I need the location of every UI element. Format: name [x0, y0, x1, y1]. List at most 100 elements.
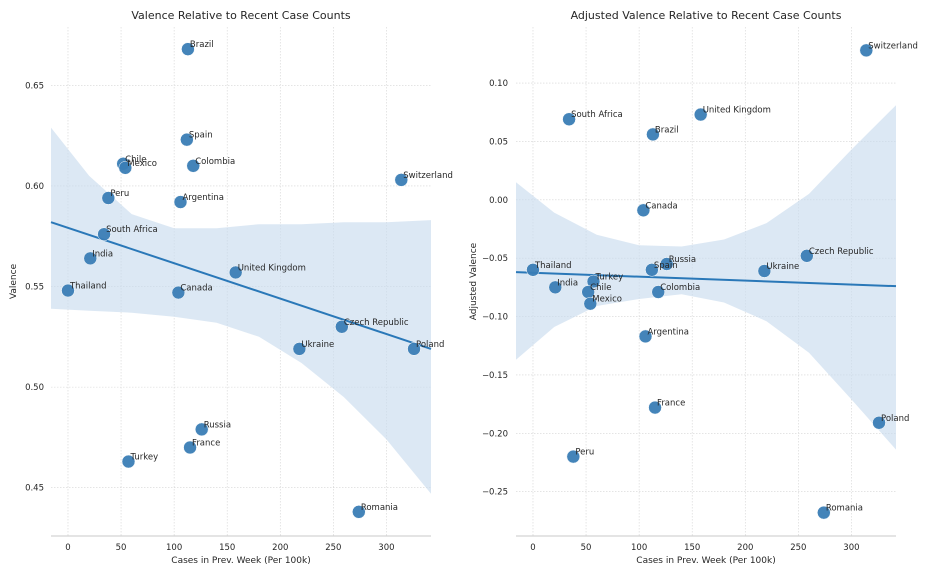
point-label: Czech Republic [809, 247, 874, 257]
data-point[interactable] [407, 342, 421, 356]
data-point[interactable] [186, 159, 200, 173]
data-point[interactable] [194, 422, 209, 437]
point-label: Czech Republic [344, 318, 409, 328]
data-point[interactable] [173, 195, 188, 209]
data-point[interactable] [757, 264, 772, 278]
point-label: Ukraine [766, 262, 799, 272]
point-label: France [192, 438, 220, 448]
y-tick-label: −0.25 [482, 488, 508, 498]
data-point[interactable] [228, 265, 243, 280]
y-tick-label: 0.65 [25, 81, 44, 91]
point-label: Colombia [660, 283, 700, 293]
x-tick-label: 300 [843, 543, 859, 553]
data-point[interactable] [817, 505, 831, 520]
point-label: Mexico [592, 295, 622, 305]
data-point[interactable] [583, 296, 598, 311]
point-label: Canada [645, 201, 677, 211]
data-point[interactable] [180, 132, 194, 147]
y-tick-label: 0.50 [25, 383, 44, 393]
data-point[interactable] [566, 449, 581, 464]
y-tick-label: 0.10 [489, 79, 508, 89]
data-point[interactable] [171, 285, 186, 300]
y-axis-label: Adjusted Valence [469, 242, 479, 320]
point-label: South Africa [106, 225, 158, 235]
data-point[interactable] [859, 43, 874, 58]
data-point[interactable] [872, 416, 886, 430]
regression-line [515, 271, 897, 288]
data-point[interactable] [97, 227, 111, 241]
x-tick-label: 150 [219, 543, 235, 553]
data-point[interactable] [800, 249, 814, 263]
x-axis-label: Cases in Prev. Week (Per 100k) [636, 556, 775, 566]
x-tick-label: 250 [325, 543, 341, 553]
y-tick-label: 0.55 [25, 283, 44, 293]
point-label: Switzerland [403, 171, 453, 181]
point-label: Turkey [594, 273, 623, 283]
data-point[interactable] [638, 329, 653, 344]
point-label: Russia [669, 255, 696, 265]
point-label: Turkey [129, 453, 158, 463]
point-label: Argentina [182, 193, 223, 203]
x-tick-label: 50 [116, 543, 127, 553]
x-tick-label: 150 [684, 543, 700, 553]
point-label: Thailand [534, 261, 572, 271]
data-point[interactable] [394, 173, 409, 187]
x-tick-label: 100 [631, 543, 647, 553]
point-label: Colombia [195, 157, 235, 167]
point-label: Spain [654, 261, 678, 271]
point-label: France [657, 399, 685, 409]
y-tick-label: −0.05 [482, 254, 508, 264]
y-tick-label: 0.45 [25, 484, 44, 494]
x-tick-label: 200 [272, 543, 288, 553]
data-point[interactable] [101, 191, 116, 205]
y-tick-label: 0.60 [25, 182, 44, 192]
x-tick-label: 300 [378, 543, 394, 553]
data-point[interactable] [526, 263, 540, 277]
point-label: Canada [180, 284, 212, 294]
x-tick-label: 200 [737, 543, 753, 553]
data-point[interactable] [183, 440, 197, 455]
x-tick-label: 50 [581, 543, 592, 553]
point-label: Poland [881, 414, 909, 424]
data-point[interactable] [645, 263, 659, 277]
point-label: Romania [826, 504, 863, 514]
data-point[interactable] [562, 112, 576, 126]
point-label: Ukraine [301, 340, 334, 350]
point-label: Chile [125, 155, 146, 165]
data-point[interactable] [548, 280, 563, 295]
confidence-band [51, 127, 431, 494]
regression-line [50, 221, 432, 350]
y-tick-label: −0.15 [482, 371, 508, 381]
data-point[interactable] [61, 283, 75, 298]
point-label: United Kingdom [238, 263, 306, 273]
point-label: Mexico [127, 159, 157, 169]
point-label: Russia [204, 420, 231, 430]
data-point[interactable] [118, 161, 133, 175]
point-label: Brazil [190, 40, 214, 50]
y-tick-label: −0.20 [482, 429, 508, 439]
point-label: Chile [590, 283, 611, 293]
data-point[interactable] [646, 127, 660, 142]
data-point[interactable] [651, 285, 665, 299]
data-point[interactable] [352, 505, 366, 519]
point-label: Spain [189, 131, 213, 141]
x-tick-label: 250 [790, 543, 806, 553]
data-point[interactable] [693, 107, 708, 122]
data-point[interactable] [83, 251, 98, 266]
data-point[interactable] [181, 42, 195, 56]
chart-adjusted-valence: Switzerland United Kingdom South Africa Bra… [469, 9, 918, 566]
data-point[interactable] [636, 203, 651, 218]
y-tick-label: 0.00 [489, 196, 508, 206]
data-point[interactable] [121, 454, 136, 469]
data-point[interactable] [648, 400, 662, 415]
point-label: India [92, 249, 113, 259]
point-label: Brazil [655, 125, 679, 135]
point-label: United Kingdom [703, 106, 771, 116]
chart-title: Valence Relative to Recent Case Counts [131, 9, 351, 22]
data-point[interactable] [335, 320, 349, 334]
data-point[interactable] [292, 342, 307, 356]
data-point[interactable] [659, 257, 674, 271]
y-tick-label: 0.05 [489, 137, 508, 147]
